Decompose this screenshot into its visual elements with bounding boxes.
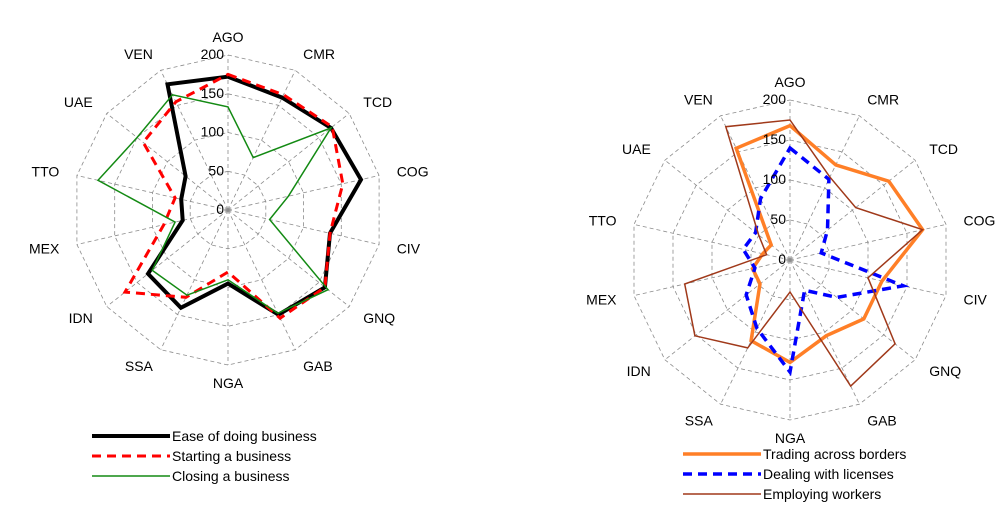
category-label: TCD	[363, 94, 392, 110]
grid-spoke	[227, 175, 380, 211]
radial-tick-label: 200	[763, 91, 787, 107]
grid-spoke	[720, 115, 791, 261]
category-label: MEX	[586, 292, 617, 308]
grid-ring	[76, 54, 380, 366]
category-label: GNQ	[929, 363, 961, 379]
category-label: SSA	[125, 358, 154, 374]
radar-grid	[76, 54, 380, 366]
category-label: CMR	[867, 92, 899, 108]
radial-tick-label: 50	[770, 211, 786, 227]
category-label: UAE	[64, 94, 93, 110]
legend-label: Employing workers	[763, 486, 881, 502]
series-line-3	[683, 119, 925, 388]
radial-tick-label: 0	[778, 251, 786, 267]
category-label: NGA	[775, 430, 806, 446]
radial-tick-label: 100	[763, 171, 787, 187]
grid-spoke	[76, 175, 229, 211]
series-line-3	[96, 93, 333, 315]
series-line-2	[741, 145, 910, 377]
legend-label: Dealing with licenses	[763, 466, 894, 482]
category-label: NGA	[213, 375, 244, 391]
category-label: COG	[964, 212, 996, 228]
category-label: MEX	[29, 241, 60, 257]
grid-spoke	[227, 70, 296, 211]
grid-ring	[711, 179, 869, 341]
category-label: TTO	[589, 212, 617, 228]
category-label: SSA	[685, 412, 714, 428]
category-label: IDN	[627, 363, 651, 379]
series-line-1	[145, 74, 364, 318]
grid-spoke	[664, 159, 791, 261]
grid-spoke	[106, 113, 229, 211]
category-label: IDN	[69, 310, 93, 326]
radial-tick-label: 100	[201, 124, 225, 140]
grid-spoke	[227, 113, 350, 211]
category-label: TTO	[32, 164, 60, 180]
category-label: TCD	[929, 141, 958, 157]
grid-spoke	[160, 70, 229, 211]
category-label: GAB	[867, 412, 897, 428]
category-label: GAB	[303, 358, 333, 374]
grid-spoke	[76, 209, 229, 245]
radial-tick-label: 50	[208, 162, 224, 178]
category-label: AGO	[774, 74, 805, 90]
grid-spoke	[633, 259, 791, 296]
grid-spoke	[789, 259, 860, 405]
grid-ring	[633, 99, 947, 421]
grid-ring	[114, 93, 342, 327]
grid-spoke	[664, 259, 791, 361]
grid-spoke	[789, 259, 916, 361]
grid-spoke	[789, 115, 860, 261]
legend-label: Trading across borders	[763, 446, 906, 462]
grid-spoke	[227, 209, 350, 307]
grid-spoke	[633, 224, 791, 261]
grid-spoke	[227, 209, 380, 245]
category-label: COG	[397, 164, 429, 180]
category-label: CMR	[303, 46, 335, 62]
category-label: CIV	[964, 292, 988, 308]
legend-label: Ease of doing business	[172, 428, 317, 444]
category-label: GNQ	[363, 310, 395, 326]
category-label: AGO	[212, 29, 243, 45]
category-label: CIV	[397, 241, 421, 257]
category-label: UAE	[622, 141, 651, 157]
grid-spoke	[160, 209, 229, 350]
grid-spoke	[720, 259, 791, 405]
series-line-2	[122, 72, 345, 321]
radial-tick-label: 150	[201, 85, 225, 101]
grid-spoke	[789, 159, 916, 261]
grid-spoke	[227, 209, 296, 350]
category-label: VEN	[124, 46, 153, 62]
legend-label: Starting a business	[172, 448, 291, 464]
radial-tick-label: 150	[763, 131, 787, 147]
series-line-1	[733, 123, 925, 365]
legend-label: Closing a business	[172, 468, 290, 484]
category-label: VEN	[684, 92, 713, 108]
radial-tick-label: 0	[216, 201, 224, 217]
radial-tick-label: 200	[201, 46, 225, 62]
